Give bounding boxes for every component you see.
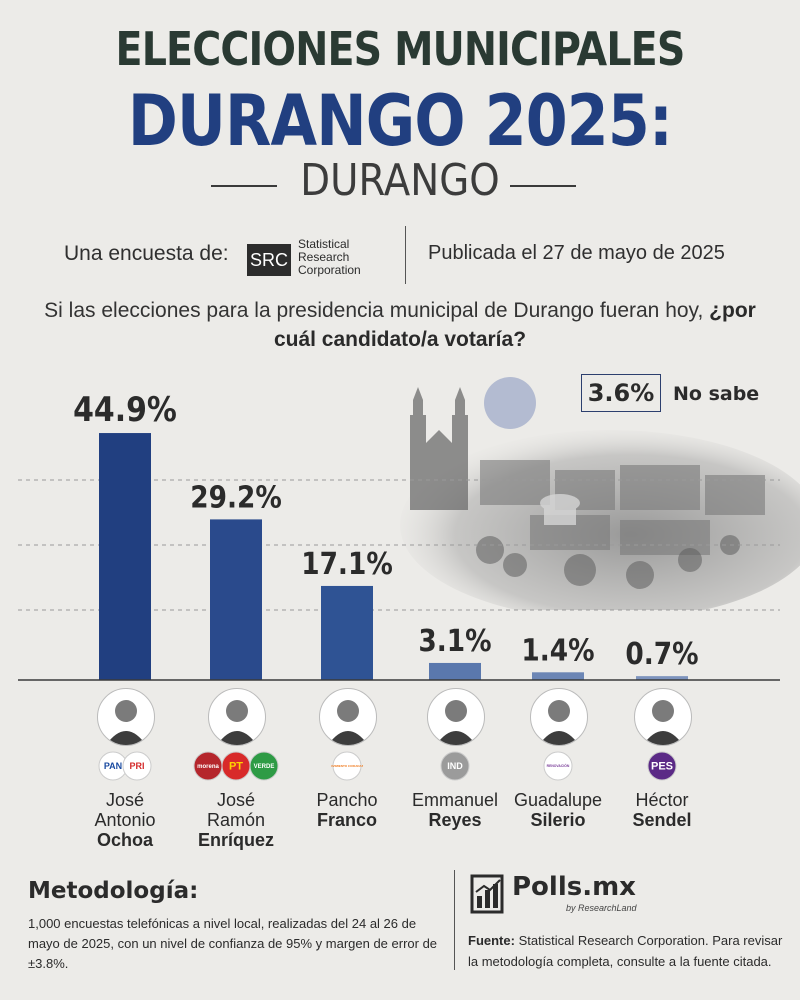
question-text: Si las elecciones para la presidencia mu… — [44, 299, 710, 322]
src-logo-text-2: Research — [298, 250, 350, 264]
src-logo-mark: SRC — [247, 244, 291, 276]
bar-5 — [532, 672, 584, 680]
candidate-middle-name: Antonio — [94, 810, 156, 830]
bar-value-label-6: 0.7% — [625, 637, 698, 672]
chart-value-labels: 44.9% 29.2% 17.1% 3.1% 1.4% 0.7% — [73, 389, 698, 671]
polls-logo: Polls.mx by ResearchLand — [470, 870, 640, 920]
person-icon — [328, 700, 368, 745]
svg-text:PES: PES — [651, 761, 673, 773]
question-emphasis: ¿por cuál candidato/a votaría? — [273, 299, 756, 351]
methodology-text: 1,000 encuestas telefónicas a nivel loca… — [28, 916, 438, 971]
bar-6 — [636, 676, 688, 680]
candidate-photo-5 — [530, 688, 588, 746]
source-note: Fuente: Statistical Research Corporation… — [468, 930, 788, 972]
bar-value-label-3: 17.1% — [301, 546, 393, 581]
candidate-name-6: Héctor Sendel — [602, 790, 722, 830]
candidate-last-name: Franco — [316, 810, 377, 830]
candidate-first-name: José — [216, 790, 256, 810]
chart-bars — [99, 433, 688, 680]
candidate-name-4: Emmanuel Reyes — [395, 790, 515, 830]
pan-pri-logo: PAN PRI — [97, 750, 153, 782]
bar-value-label-5: 1.4% — [521, 633, 594, 668]
cathedral-icon — [410, 387, 468, 510]
no-sabe-value: 3.6% — [581, 374, 661, 412]
candidate-name-1: José Antonio Ochoa — [65, 790, 185, 850]
svg-text:MOVIMIENTO CIUDADANO: MOVIMIENTO CIUDADANO — [331, 764, 363, 768]
svg-text:IND: IND — [447, 761, 463, 771]
movimiento-ciudadano-logo: MOVIMIENTO CIUDADANO — [328, 750, 367, 782]
bar-1 — [99, 433, 151, 680]
candidate-first-name: Guadalupe — [513, 790, 603, 810]
candidate-middle-name: Ramón — [206, 810, 266, 830]
candidate-name-3: Pancho Franco — [287, 790, 407, 830]
bar-3 — [321, 585, 373, 680]
chart-logo-icon — [470, 874, 504, 914]
no-sabe-label: No sabe — [673, 383, 760, 405]
person-icon — [539, 700, 579, 745]
candidate-photo-2 — [208, 688, 266, 746]
candidate-last-name: Ochoa — [96, 830, 153, 850]
candidate-photo-3 — [319, 688, 377, 746]
kiosk-icon — [540, 494, 580, 525]
subtitle-left-rule — [211, 185, 277, 187]
independiente-logo: IND — [439, 750, 471, 782]
candidate-photo-1 — [97, 688, 155, 746]
vote-intention-chart: 44.9% 29.2% 17.1% 3.1% 1.4% 0.7% — [18, 389, 780, 681]
polls-brand: Polls.mx — [512, 872, 636, 902]
person-icon — [436, 700, 476, 745]
pes-logo: PES — [646, 750, 678, 782]
survey-label: Una encuesta de: — [64, 242, 229, 265]
src-logo-text-1: Statistical — [298, 237, 350, 251]
title-line-1: ELECCIONES MUNICIPALES — [115, 22, 686, 76]
candidate-name-5: Guadalupe Silerio — [498, 790, 618, 830]
city-illustration — [400, 377, 800, 610]
candidate-last-name: Silerio — [530, 810, 586, 830]
candidate-last-name: Sendel — [632, 810, 692, 830]
candidate-photo-6 — [634, 688, 692, 746]
candidate-photo-4 — [427, 688, 485, 746]
footer-divider — [454, 870, 455, 970]
candidate-first-name: José — [105, 790, 145, 810]
title-line-2: DURANGO 2025: — [127, 80, 673, 162]
survey-question: Si las elecciones para la presidencia mu… — [40, 296, 760, 354]
person-icon — [217, 700, 257, 745]
candidate-name-2: José Ramón Enríquez — [176, 790, 296, 850]
morena-pt-verde-logo: morena PT VERDE — [193, 750, 279, 782]
bar-value-label-2: 29.2% — [190, 480, 282, 515]
subtitle-right-rule — [510, 185, 576, 187]
src-logo: SRC Statistical Research Corporation — [247, 232, 387, 280]
published-date: Publicada el 27 de mayo de 2025 — [428, 242, 725, 264]
moon-icon — [484, 377, 536, 429]
info-divider — [405, 226, 406, 284]
candidate-first-name: Héctor — [635, 790, 689, 810]
svg-text:RENOVACIÓN: RENOVACIÓN — [547, 763, 570, 768]
candidate-first-name: Pancho — [316, 790, 378, 810]
candidate-last-name: Reyes — [428, 810, 482, 830]
svg-text:morena: morena — [197, 764, 219, 770]
bar-2 — [210, 519, 262, 680]
person-icon — [643, 700, 683, 745]
chart-gridlines — [18, 479, 780, 611]
candidate-last-name: Enríquez — [197, 830, 274, 850]
source-label: Fuente: — [468, 933, 515, 948]
svg-text:PT: PT — [229, 761, 243, 773]
renovacion-logo: RENOVACIÓN — [542, 750, 574, 782]
candidate-first-name: Emmanuel — [411, 790, 499, 810]
svg-text:PRI: PRI — [129, 761, 144, 771]
title-line-3: DURANGO — [300, 155, 500, 206]
src-logo-text: Statistical Research Corporation — [298, 238, 361, 277]
methodology-title: Metodología: — [28, 878, 199, 904]
source-text: Statistical Research Corporation. Para r… — [468, 933, 783, 969]
bar-value-label-1: 44.9% — [73, 389, 177, 429]
bar-value-label-4: 3.1% — [418, 623, 491, 658]
bar-4 — [429, 662, 481, 680]
svg-text:PAN: PAN — [104, 761, 122, 771]
subtitle-row: DURANGO — [0, 155, 800, 215]
person-icon — [106, 700, 146, 745]
polls-brand-sub: by ResearchLand — [566, 903, 637, 913]
svg-text:VERDE: VERDE — [254, 764, 275, 770]
src-logo-text-3: Corporation — [298, 263, 361, 277]
